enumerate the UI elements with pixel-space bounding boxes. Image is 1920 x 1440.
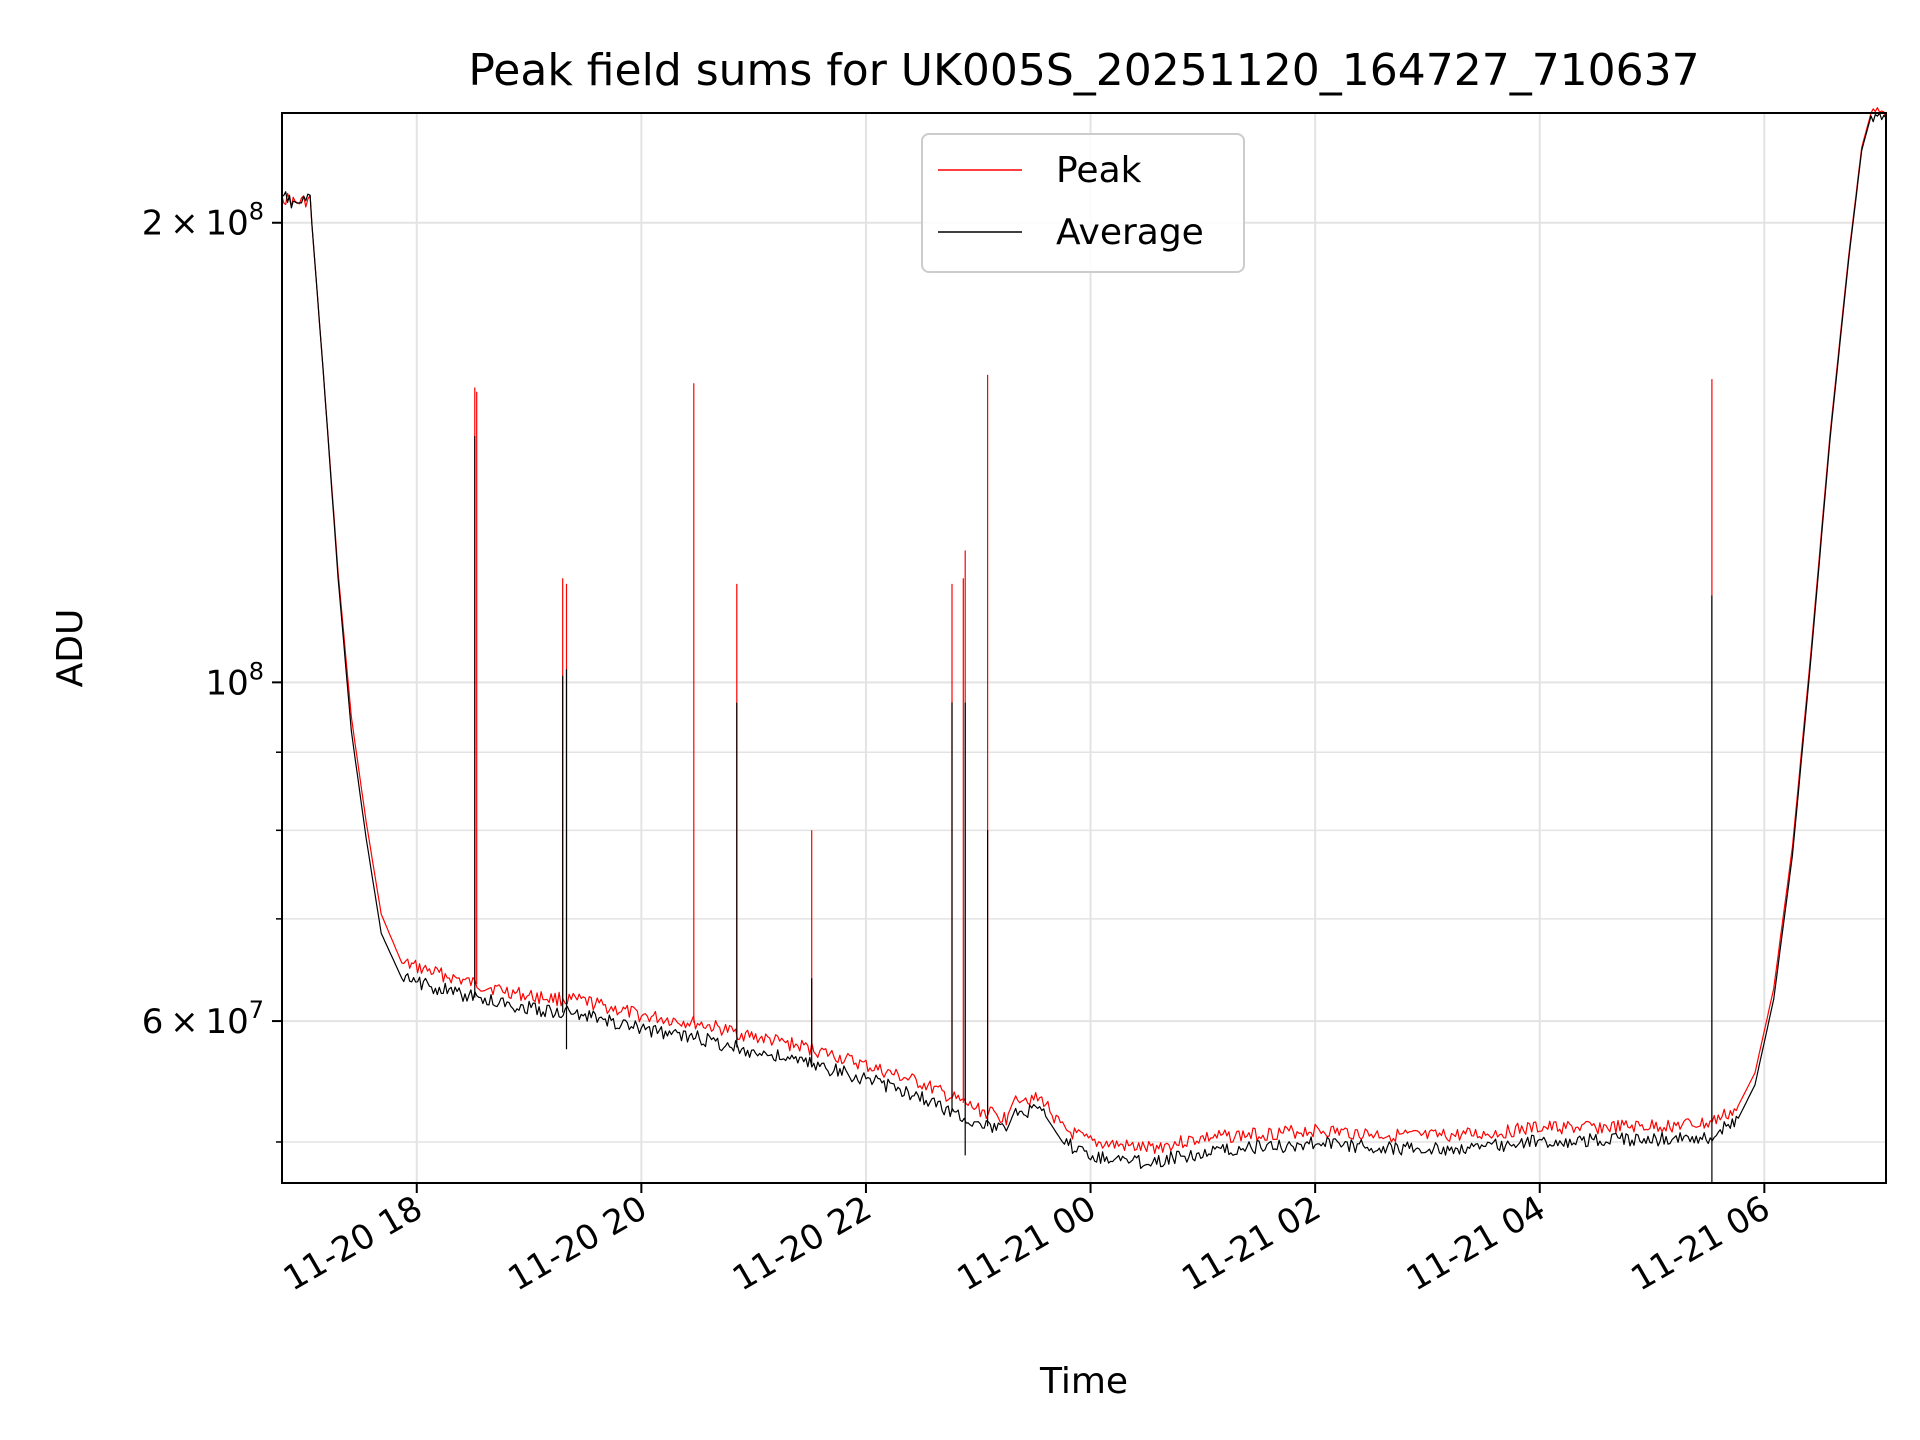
series-spikes-peak [474, 374, 1713, 1122]
x-tick-label: 11-20 18 [277, 1188, 429, 1299]
y-tick-label: 6 × 107 [142, 996, 264, 1042]
legend-label-peak: Peak [1056, 150, 1142, 191]
legend-label-average: Average [1056, 212, 1204, 253]
legend: Peak Average [921, 133, 1245, 273]
x-tick-label: 11-21 04 [1400, 1188, 1552, 1299]
x-tick-label: 11-20 20 [501, 1188, 653, 1299]
plot-series [281, 107, 1887, 1183]
chart-title: Peak field sums for UK005S_20251120_1647… [468, 45, 1699, 96]
x-axis-ticks: 11-20 18 11-20 20 11-20 22 11-21 00 11-21 02… [277, 1183, 1777, 1299]
x-tick-label: 11-21 02 [1175, 1188, 1327, 1299]
series-line-average [281, 112, 1887, 1169]
x-axis-label: Time [1039, 1361, 1128, 1402]
y-tick-label: 108 [205, 657, 264, 703]
series-spikes-average [474, 436, 1713, 1183]
y-tick-label: 2 × 108 [142, 198, 264, 244]
grid-lines [282, 113, 1886, 1183]
y-axis-label: ADU [50, 609, 91, 688]
x-tick-label: 11-20 22 [726, 1188, 878, 1299]
plot-frame [281, 112, 1887, 1184]
legend-box [921, 133, 1245, 273]
x-tick-label: 11-21 06 [1624, 1188, 1776, 1299]
y-axis-ticks: 2 × 108 108 6 × 107 [142, 198, 282, 1143]
x-tick-label: 11-21 00 [951, 1188, 1103, 1299]
